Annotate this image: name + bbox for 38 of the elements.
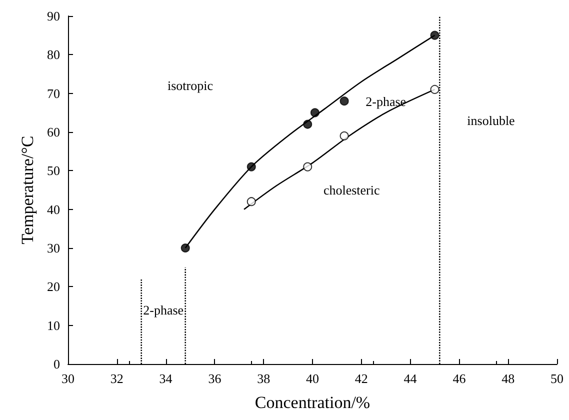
y-tick-label: 10 — [47, 318, 60, 333]
point — [180, 244, 190, 252]
y-tick-label: 90 — [47, 8, 60, 24]
annotation: isotropic — [168, 78, 214, 94]
y-tick-label: 40 — [47, 202, 60, 217]
x-tick-label: 44 — [404, 371, 418, 386]
point — [340, 131, 349, 140]
y-tick-label: 30 — [47, 240, 60, 256]
annotation: 2-phase — [143, 302, 184, 318]
x-tick-label: 32 — [110, 371, 124, 386]
y-tick-label: 60 — [47, 124, 60, 140]
point — [430, 84, 440, 94]
x-tick-label: 48 — [502, 371, 515, 386]
annotation: insoluble — [467, 112, 516, 128]
annotation: 2-phase — [366, 94, 406, 109]
point — [340, 96, 349, 106]
point — [246, 162, 256, 172]
x-tick-label: 38 — [257, 371, 270, 386]
point — [246, 197, 256, 206]
x-tick-label: 40 — [306, 371, 319, 386]
x-tick-label: 30 — [62, 371, 74, 386]
point — [310, 108, 320, 118]
y-tick-label: 80 — [47, 47, 60, 62]
x-tick-label: 34 — [159, 371, 173, 386]
y-tick-label: 20 — [47, 279, 60, 294]
x-tick-label: 50 — [550, 371, 564, 386]
y-tick-label: 70 — [47, 86, 60, 101]
x-tick-label: 42 — [354, 371, 368, 386]
point — [303, 120, 312, 129]
x-tick-label: 46 — [452, 371, 466, 386]
point — [303, 162, 312, 172]
y-tick-label: 0 — [54, 356, 60, 372]
x-tick-label: 36 — [208, 371, 222, 386]
y-axis-title: Temperature/°C — [18, 136, 37, 244]
y-tick-label: 50 — [47, 163, 60, 178]
x-axis-title: Concentration/% — [254, 393, 370, 412]
annotation: cholesteric — [323, 182, 380, 198]
point — [430, 30, 440, 40]
